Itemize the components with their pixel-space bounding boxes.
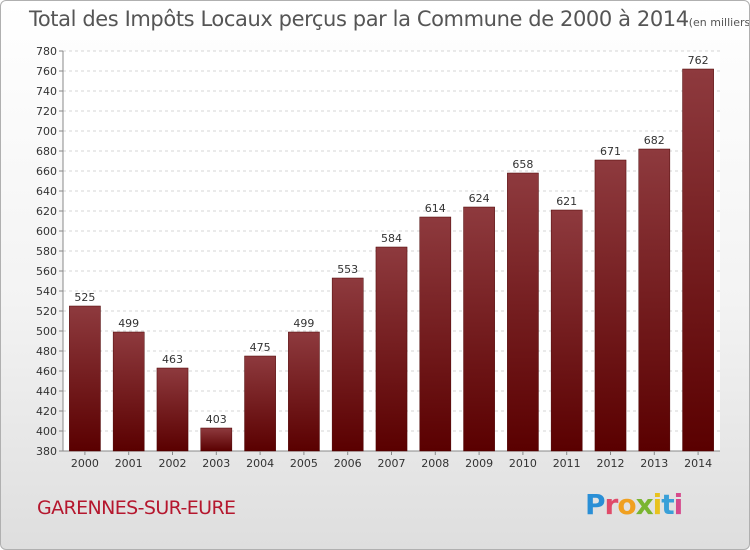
y-tick-label: 540 <box>36 285 57 298</box>
x-tick-label: 2012 <box>597 457 625 470</box>
bar-value-label: 584 <box>381 232 402 245</box>
x-tick-label: 2014 <box>684 457 712 470</box>
bar-value-label: 463 <box>162 353 183 366</box>
x-tick-label: 2013 <box>640 457 668 470</box>
y-tick-label: 500 <box>36 325 57 338</box>
logo-letter: o <box>617 488 636 521</box>
y-tick-label: 520 <box>36 305 57 318</box>
y-tick-label: 440 <box>36 385 57 398</box>
bar <box>375 246 408 452</box>
bar <box>69 305 101 452</box>
bar-value-label: 525 <box>74 291 95 304</box>
y-tick-label: 580 <box>36 245 57 258</box>
bar <box>419 216 452 452</box>
y-tick-label: 720 <box>36 105 57 118</box>
y-tick-label: 420 <box>36 405 57 418</box>
bar-value-label: 499 <box>293 317 314 330</box>
chart-title-text: Total des Impôts Locaux perçus par la Co… <box>29 7 689 31</box>
bar-value-label: 403 <box>206 413 227 426</box>
y-tick-label: 620 <box>36 205 57 218</box>
bar <box>638 148 671 452</box>
y-tick-label: 380 <box>36 445 57 458</box>
y-tick-label: 600 <box>36 225 57 238</box>
bar-value-label: 682 <box>644 134 665 147</box>
proxiti-logo: Proxiti <box>585 488 684 521</box>
bar-value-label: 671 <box>600 145 621 158</box>
bar <box>463 206 495 452</box>
bar-value-label: 762 <box>688 54 709 67</box>
bar <box>682 68 714 452</box>
bar-value-label: 614 <box>425 202 446 215</box>
logo-letter: r <box>604 488 619 521</box>
bar-value-label: 475 <box>250 341 271 354</box>
x-tick-label: 2000 <box>71 457 99 470</box>
x-tick-label: 2006 <box>334 457 362 470</box>
y-tick-label: 700 <box>36 125 57 138</box>
bar <box>156 367 189 452</box>
bar <box>244 355 276 452</box>
x-tick-label: 2003 <box>202 457 230 470</box>
y-tick-label: 740 <box>36 85 57 98</box>
logo-letter: i <box>673 488 684 521</box>
y-tick-label: 660 <box>36 165 57 178</box>
x-tick-label: 2008 <box>421 457 449 470</box>
x-tick-label: 2001 <box>115 457 143 470</box>
bar <box>550 209 583 452</box>
unit-label: (en milliers d'€) <box>688 16 750 29</box>
logo-letter: i <box>652 488 663 521</box>
bar-value-label: 553 <box>337 263 358 276</box>
bar <box>507 172 539 452</box>
bar <box>112 331 145 452</box>
x-tick-label: 2004 <box>246 457 274 470</box>
y-tick-label: 640 <box>36 185 57 198</box>
bar <box>331 277 364 452</box>
x-tick-label: 2002 <box>159 457 187 470</box>
y-tick-label: 780 <box>36 45 57 58</box>
y-tick-label: 480 <box>36 345 57 358</box>
logo-letter: x <box>635 488 654 521</box>
bar <box>200 427 233 452</box>
x-tick-label: 2007 <box>378 457 406 470</box>
y-tick-label: 400 <box>36 425 57 438</box>
y-tick-label: 760 <box>36 65 57 78</box>
x-tick-label: 2010 <box>509 457 537 470</box>
logo-letter: t <box>661 488 674 521</box>
bar-value-label: 624 <box>469 192 490 205</box>
y-tick-label: 560 <box>36 265 57 278</box>
x-tick-label: 2011 <box>553 457 581 470</box>
bar <box>288 331 320 452</box>
x-tick-label: 2009 <box>465 457 493 470</box>
bar-value-label: 658 <box>512 158 533 171</box>
logo-letter: P <box>585 488 606 521</box>
x-tick-label: 2005 <box>290 457 318 470</box>
bar-value-label: 621 <box>556 195 577 208</box>
bar-value-label: 499 <box>118 317 139 330</box>
commune-name: GARENNES-SUR-EURE <box>37 497 236 519</box>
chart-title: Total des Impôts Locaux perçus par la Co… <box>29 7 750 31</box>
y-tick-label: 680 <box>36 145 57 158</box>
bar <box>594 159 627 452</box>
y-tick-label: 460 <box>36 365 57 378</box>
